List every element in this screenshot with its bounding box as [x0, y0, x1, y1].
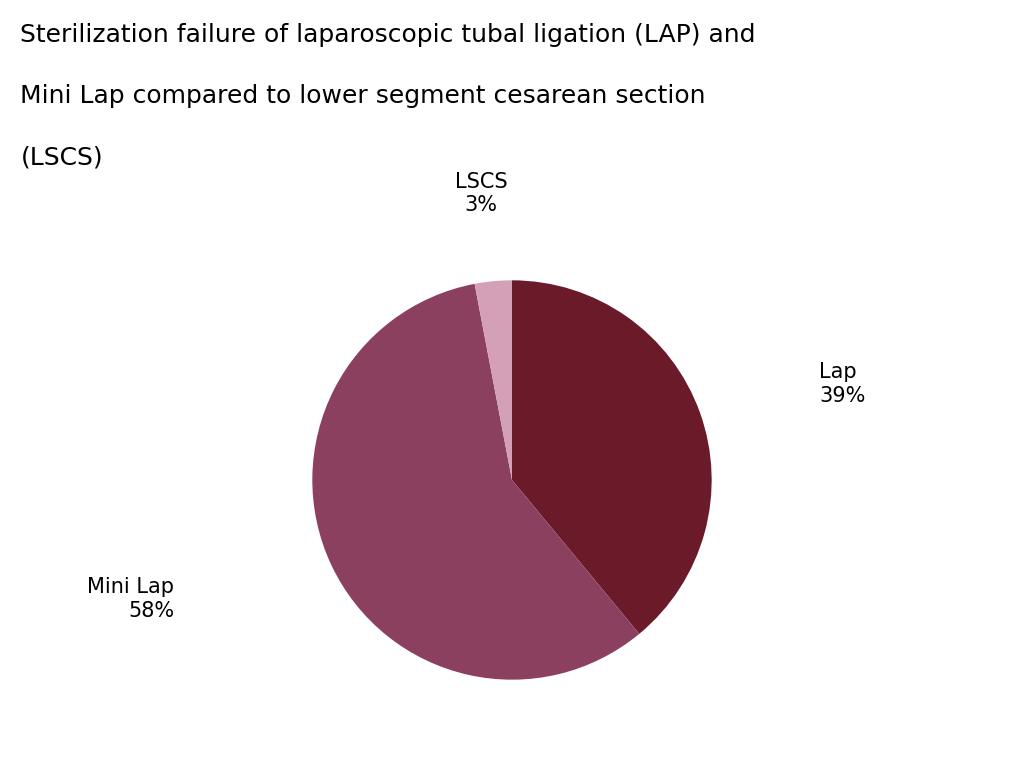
Wedge shape	[474, 280, 512, 480]
Text: Mini Lap compared to lower segment cesarean section: Mini Lap compared to lower segment cesar…	[20, 84, 706, 108]
Text: LSCS
3%: LSCS 3%	[455, 172, 508, 215]
Text: Lap
39%: Lap 39%	[819, 362, 865, 406]
Text: Mini Lap
58%: Mini Lap 58%	[87, 578, 174, 621]
Wedge shape	[312, 284, 639, 680]
Wedge shape	[512, 280, 712, 634]
Text: Sterilization failure of laparoscopic tubal ligation (LAP) and: Sterilization failure of laparoscopic tu…	[20, 23, 756, 47]
Text: (LSCS): (LSCS)	[20, 146, 103, 170]
